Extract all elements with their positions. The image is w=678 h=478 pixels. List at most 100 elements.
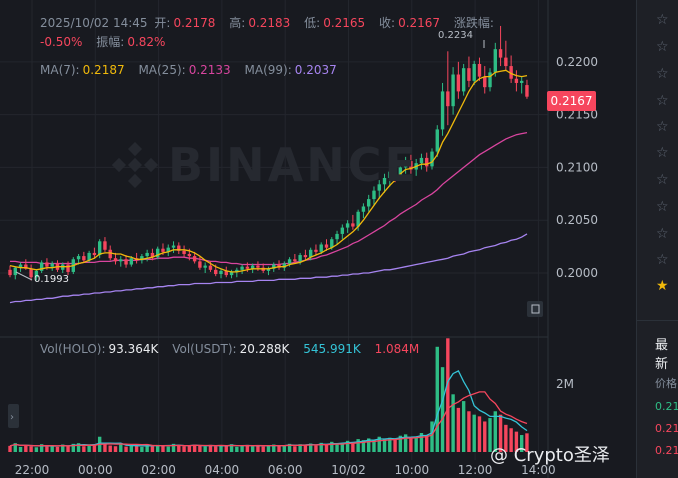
right-panel-row: 0.21 [655,422,678,435]
candle-body [34,270,39,278]
volume-bar [409,438,413,452]
volume-bar [472,414,476,452]
vol-holo-label: Vol(HOLO): [40,342,106,356]
volume-bar [335,443,339,452]
volume-bar [229,444,234,452]
right-panel-header: 最新 [655,338,669,372]
price-tick-label: 0.2000 [556,266,598,280]
candle-body [393,171,397,176]
change-label: 涨跌幅: [453,16,494,30]
candle-body [150,252,155,258]
favorite-star-icon[interactable]: ☆ [656,12,669,28]
volume-bar [166,446,170,452]
volume-bar [340,443,345,452]
volume-bar [440,367,445,452]
candle-body [66,264,70,272]
favorite-star-icon[interactable]: ☆ [656,172,669,188]
candle-body [39,262,44,271]
vol-holo-value: 93.364K [108,342,159,356]
candle-body [409,161,413,170]
volume-bar [245,444,250,452]
candle-body [214,269,218,275]
volume-bar [214,446,218,452]
candle-body [119,259,123,262]
volume-bar [71,443,75,452]
candle-body [324,244,329,248]
candle-body [108,249,112,259]
volume-bar [198,445,202,452]
volume-bar [108,445,112,452]
amplitude-value: 0.82% [127,35,166,49]
candle-body [509,66,513,79]
favorite-star-icon[interactable]: ☆ [656,226,669,242]
favorite-star-icon[interactable]: ☆ [656,145,669,161]
volume-bar [203,446,207,452]
open-label: 开: [154,16,171,30]
candle-body [525,85,529,97]
volume-bar [18,446,23,452]
candle-body [124,259,128,265]
volume-pane-handle-icon: › [10,412,14,423]
favorite-star-icon[interactable]: ☆ [656,66,669,82]
candle-body [198,261,202,268]
time-tick-label: 04:00 [205,463,240,477]
volume-bar [461,401,466,452]
candle-body [319,244,323,252]
candle-body [24,264,28,269]
candle-body [208,265,213,270]
grid-lines [0,0,548,460]
volume-bar [34,447,39,452]
volume-bar [367,438,371,452]
ma25-line-group [10,131,528,266]
volume-bar [451,394,455,452]
volume-bar [113,446,118,452]
favorite-star-icon[interactable]: ☆ [656,199,669,215]
ma25-value: 0.2133 [188,63,231,77]
volume-bar [50,445,54,452]
volume-bar [356,439,360,452]
time-tick-label: 06:00 [268,463,303,477]
volume-bar [177,445,181,452]
volume-bar [29,446,33,452]
volume-bar [351,442,355,452]
candle-body [113,258,118,262]
candles-group [8,25,529,281]
candle-body [219,270,223,275]
volume-tick-label: 2M [556,377,574,391]
candle-body [240,266,244,270]
current-price-tag: 0.2167 [547,91,596,111]
candle-body [272,264,276,269]
ma25-label: MA(25): [138,63,186,77]
high-annotation: 0.2234 [438,30,473,41]
volume-bar [382,439,387,452]
candle-body [182,250,186,254]
volume-bar [224,445,228,452]
favorite-star-icon[interactable]: ☆ [656,252,669,268]
candle-body [13,267,17,276]
right-panel-row: 0.21 [655,444,678,457]
favorite-star-icon[interactable]: ☆ [656,39,669,55]
volume-bar [504,424,508,452]
chart-tool-icon[interactable] [527,301,543,317]
candle-body [493,49,497,73]
candle-body [498,49,503,58]
ma99-label: MA(99): [244,63,292,77]
ma-legend: MA(7): 0.2187 MA(25): 0.2133 MA(99): 0.2037 [40,62,347,78]
candle-body [377,184,381,191]
candle-body [519,80,524,83]
close-value: 0.2167 [398,16,441,30]
volume-bar [219,445,223,452]
favorite-star-icon[interactable]: ☆ [656,119,669,135]
candle-body [76,256,81,260]
favorite-star-icon[interactable]: ☆ [656,93,669,109]
volume-bar [483,421,487,452]
candle-body [461,68,466,92]
candle-body [45,262,49,267]
volume-pane-handle[interactable] [8,404,19,428]
favorite-star-filled-icon[interactable]: ★ [656,278,669,294]
candle-body [303,255,308,258]
candle-body [256,265,260,268]
change-info-line: -0.50% 振幅: 0.82% [40,34,175,50]
candle-body [229,271,234,276]
